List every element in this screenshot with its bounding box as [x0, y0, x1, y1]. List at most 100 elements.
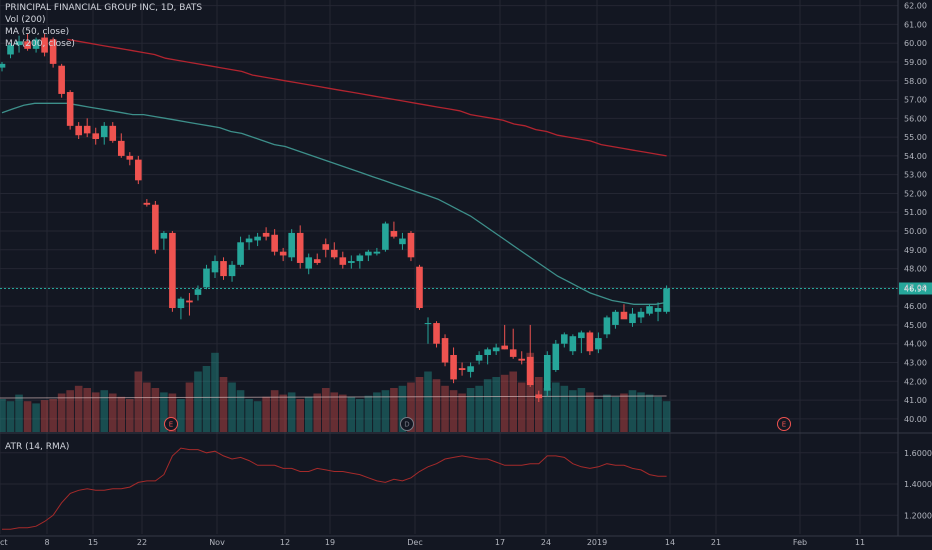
- price-tick-label: 54.00: [904, 152, 927, 161]
- volume-bar: [57, 393, 66, 432]
- candle-body: [569, 336, 577, 352]
- candle-body: [629, 313, 636, 324]
- candle-body: [92, 133, 100, 139]
- candle-body: [152, 204, 159, 250]
- candle-body: [526, 356, 534, 386]
- volume-bar: [66, 390, 74, 432]
- grid-lines: [0, 0, 898, 534]
- candle-body: [365, 251, 372, 256]
- volume-bar: [424, 371, 432, 432]
- candle-body: [66, 92, 74, 126]
- volume-ma-line: [0, 395, 667, 399]
- candle-body: [543, 354, 551, 391]
- volume-bar: [500, 374, 509, 432]
- time-tick-label: 17: [495, 538, 505, 547]
- atr-tick-label: 1.6000: [904, 449, 932, 458]
- volume-bar: [475, 385, 483, 432]
- candle-body: [637, 311, 645, 318]
- ma200-path: [67, 38, 667, 157]
- volume-bar: [134, 371, 143, 432]
- candle-body: [305, 257, 313, 269]
- candle-body: [492, 347, 500, 352]
- candle-body: [177, 298, 185, 309]
- time-tick-label: 22: [137, 538, 147, 547]
- candle-body: [603, 317, 611, 335]
- time-tick-label: 11: [855, 538, 865, 547]
- volume-bar: [270, 390, 279, 432]
- atr-tick-label: 1.4000: [904, 480, 932, 489]
- volume-bar: [108, 393, 117, 432]
- volume-bar: [543, 388, 552, 432]
- candle-body: [373, 251, 381, 254]
- volume-bar: [143, 382, 151, 432]
- volume-bar: [330, 392, 339, 432]
- volume-bar: [74, 385, 83, 432]
- candle-body: [399, 238, 406, 245]
- candle-body: [382, 223, 389, 250]
- volume-bar: [390, 388, 398, 432]
- volume-bar: [49, 399, 57, 432]
- candle-body: [458, 368, 466, 371]
- volume-bar: [15, 394, 23, 432]
- volume-bar: [654, 396, 662, 432]
- candle-body: [169, 232, 176, 309]
- last-price-line: 46.94: [0, 282, 932, 295]
- event-label: E: [169, 421, 173, 429]
- volume-bar: [611, 396, 620, 432]
- volume-bar: [449, 390, 458, 432]
- candle-body: [186, 300, 193, 303]
- time-tick-label: 19: [325, 538, 335, 547]
- candle-body: [313, 259, 321, 263]
- candle-body: [424, 323, 432, 325]
- volume-bar: [287, 392, 296, 432]
- event-circle: [400, 417, 414, 431]
- volume-bar: [526, 352, 535, 432]
- candle-body: [296, 232, 304, 263]
- price-tick-label: 44.00: [904, 340, 927, 349]
- candle-body: [0, 63, 6, 68]
- volume-bar: [100, 390, 109, 432]
- volume-bar: [228, 382, 236, 432]
- volume-bar: [492, 377, 500, 432]
- price-tick-label: 49.00: [904, 246, 927, 255]
- time-tick-label: Dec: [407, 538, 422, 547]
- candle-body: [24, 41, 31, 49]
- candle-body: [663, 288, 670, 312]
- price-tick-label: 55.00: [904, 133, 927, 142]
- volume-bar: [6, 401, 15, 432]
- atr-tick-label: 1.2000: [904, 511, 932, 520]
- candle-body: [279, 251, 287, 256]
- event-circle: [777, 417, 791, 431]
- candle-body: [32, 39, 40, 49]
- volume-bar: [620, 393, 628, 432]
- volume-bar: [202, 366, 211, 432]
- time-tick-label: Nov: [209, 538, 225, 547]
- price-tick-label: 61.00: [904, 20, 927, 29]
- ma50-path: [1, 102, 667, 305]
- volume-bar: [586, 392, 594, 432]
- volume-bar: [245, 399, 253, 432]
- price-tick-label: 59.00: [904, 58, 927, 67]
- candle-body: [407, 232, 415, 258]
- candle-body: [646, 306, 653, 314]
- volume-bar: [628, 390, 637, 432]
- volume-bars: [0, 352, 671, 432]
- candle-body: [654, 308, 662, 312]
- volume-bar: [603, 394, 611, 432]
- legend-ma50: MA (50, close): [5, 27, 70, 37]
- candle-body: [100, 125, 108, 138]
- volume-bar: [637, 392, 645, 432]
- event-label: E: [782, 421, 786, 429]
- candle-body: [416, 266, 423, 309]
- candle-body: [595, 338, 602, 350]
- candle-body: [211, 261, 219, 273]
- last-price-tag-bg: [899, 282, 932, 295]
- candle-body: [135, 159, 142, 181]
- candle-body: [49, 39, 57, 64]
- candle-body: [143, 202, 151, 205]
- time-tick-label: 8: [44, 538, 49, 547]
- candle-body: [390, 231, 398, 237]
